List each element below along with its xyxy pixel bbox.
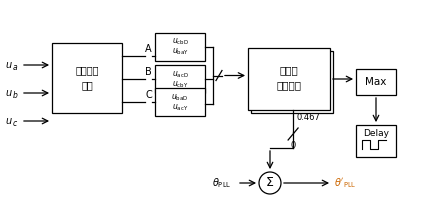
FancyBboxPatch shape <box>155 33 205 61</box>
Text: Delay: Delay <box>363 130 389 138</box>
Text: Max: Max <box>365 77 387 87</box>
Text: $u_{\mathrm{acD}}$: $u_{\mathrm{acD}}$ <box>172 70 188 80</box>
Text: $u_{\mathrm{acY}}$: $u_{\mathrm{acY}}$ <box>172 103 188 113</box>
Text: 0.467: 0.467 <box>296 114 320 122</box>
FancyBboxPatch shape <box>356 69 396 95</box>
Text: $u_{\mathrm{baY}}$: $u_{\mathrm{baY}}$ <box>172 47 188 57</box>
FancyBboxPatch shape <box>356 125 396 157</box>
Text: C: C <box>145 90 152 100</box>
FancyBboxPatch shape <box>52 43 122 113</box>
Text: B: B <box>145 67 152 77</box>
Text: $\theta'_{\mathrm{PLL}}$: $\theta'_{\mathrm{PLL}}$ <box>334 176 357 190</box>
Text: $0$: $0$ <box>290 138 297 150</box>
Text: $\Sigma$: $\Sigma$ <box>265 177 275 190</box>
Text: 锁相环: 锁相环 <box>279 65 298 75</box>
Text: $u_{\mathrm{cbD}}$: $u_{\mathrm{cbD}}$ <box>172 37 188 47</box>
FancyBboxPatch shape <box>155 65 205 93</box>
Text: $u$: $u$ <box>5 116 13 126</box>
Text: $\theta_{\mathrm{PLL}}$: $\theta_{\mathrm{PLL}}$ <box>212 176 232 190</box>
Text: $u$: $u$ <box>5 60 13 70</box>
FancyBboxPatch shape <box>251 51 333 113</box>
Text: 单相故障: 单相故障 <box>75 65 99 75</box>
Text: $u_{\mathrm{cbY}}$: $u_{\mathrm{cbY}}$ <box>172 80 188 90</box>
Text: A: A <box>145 44 152 54</box>
Text: $b$: $b$ <box>12 89 18 101</box>
Text: $a$: $a$ <box>12 62 18 72</box>
Text: 选相: 选相 <box>81 80 93 90</box>
Text: $c$: $c$ <box>12 118 18 128</box>
Text: $u$: $u$ <box>5 88 13 98</box>
Text: $u_{\mathrm{baD}}$: $u_{\mathrm{baD}}$ <box>171 93 189 103</box>
FancyBboxPatch shape <box>248 48 330 110</box>
Text: 偏差检测: 偏差检测 <box>276 80 301 90</box>
FancyBboxPatch shape <box>155 88 205 116</box>
